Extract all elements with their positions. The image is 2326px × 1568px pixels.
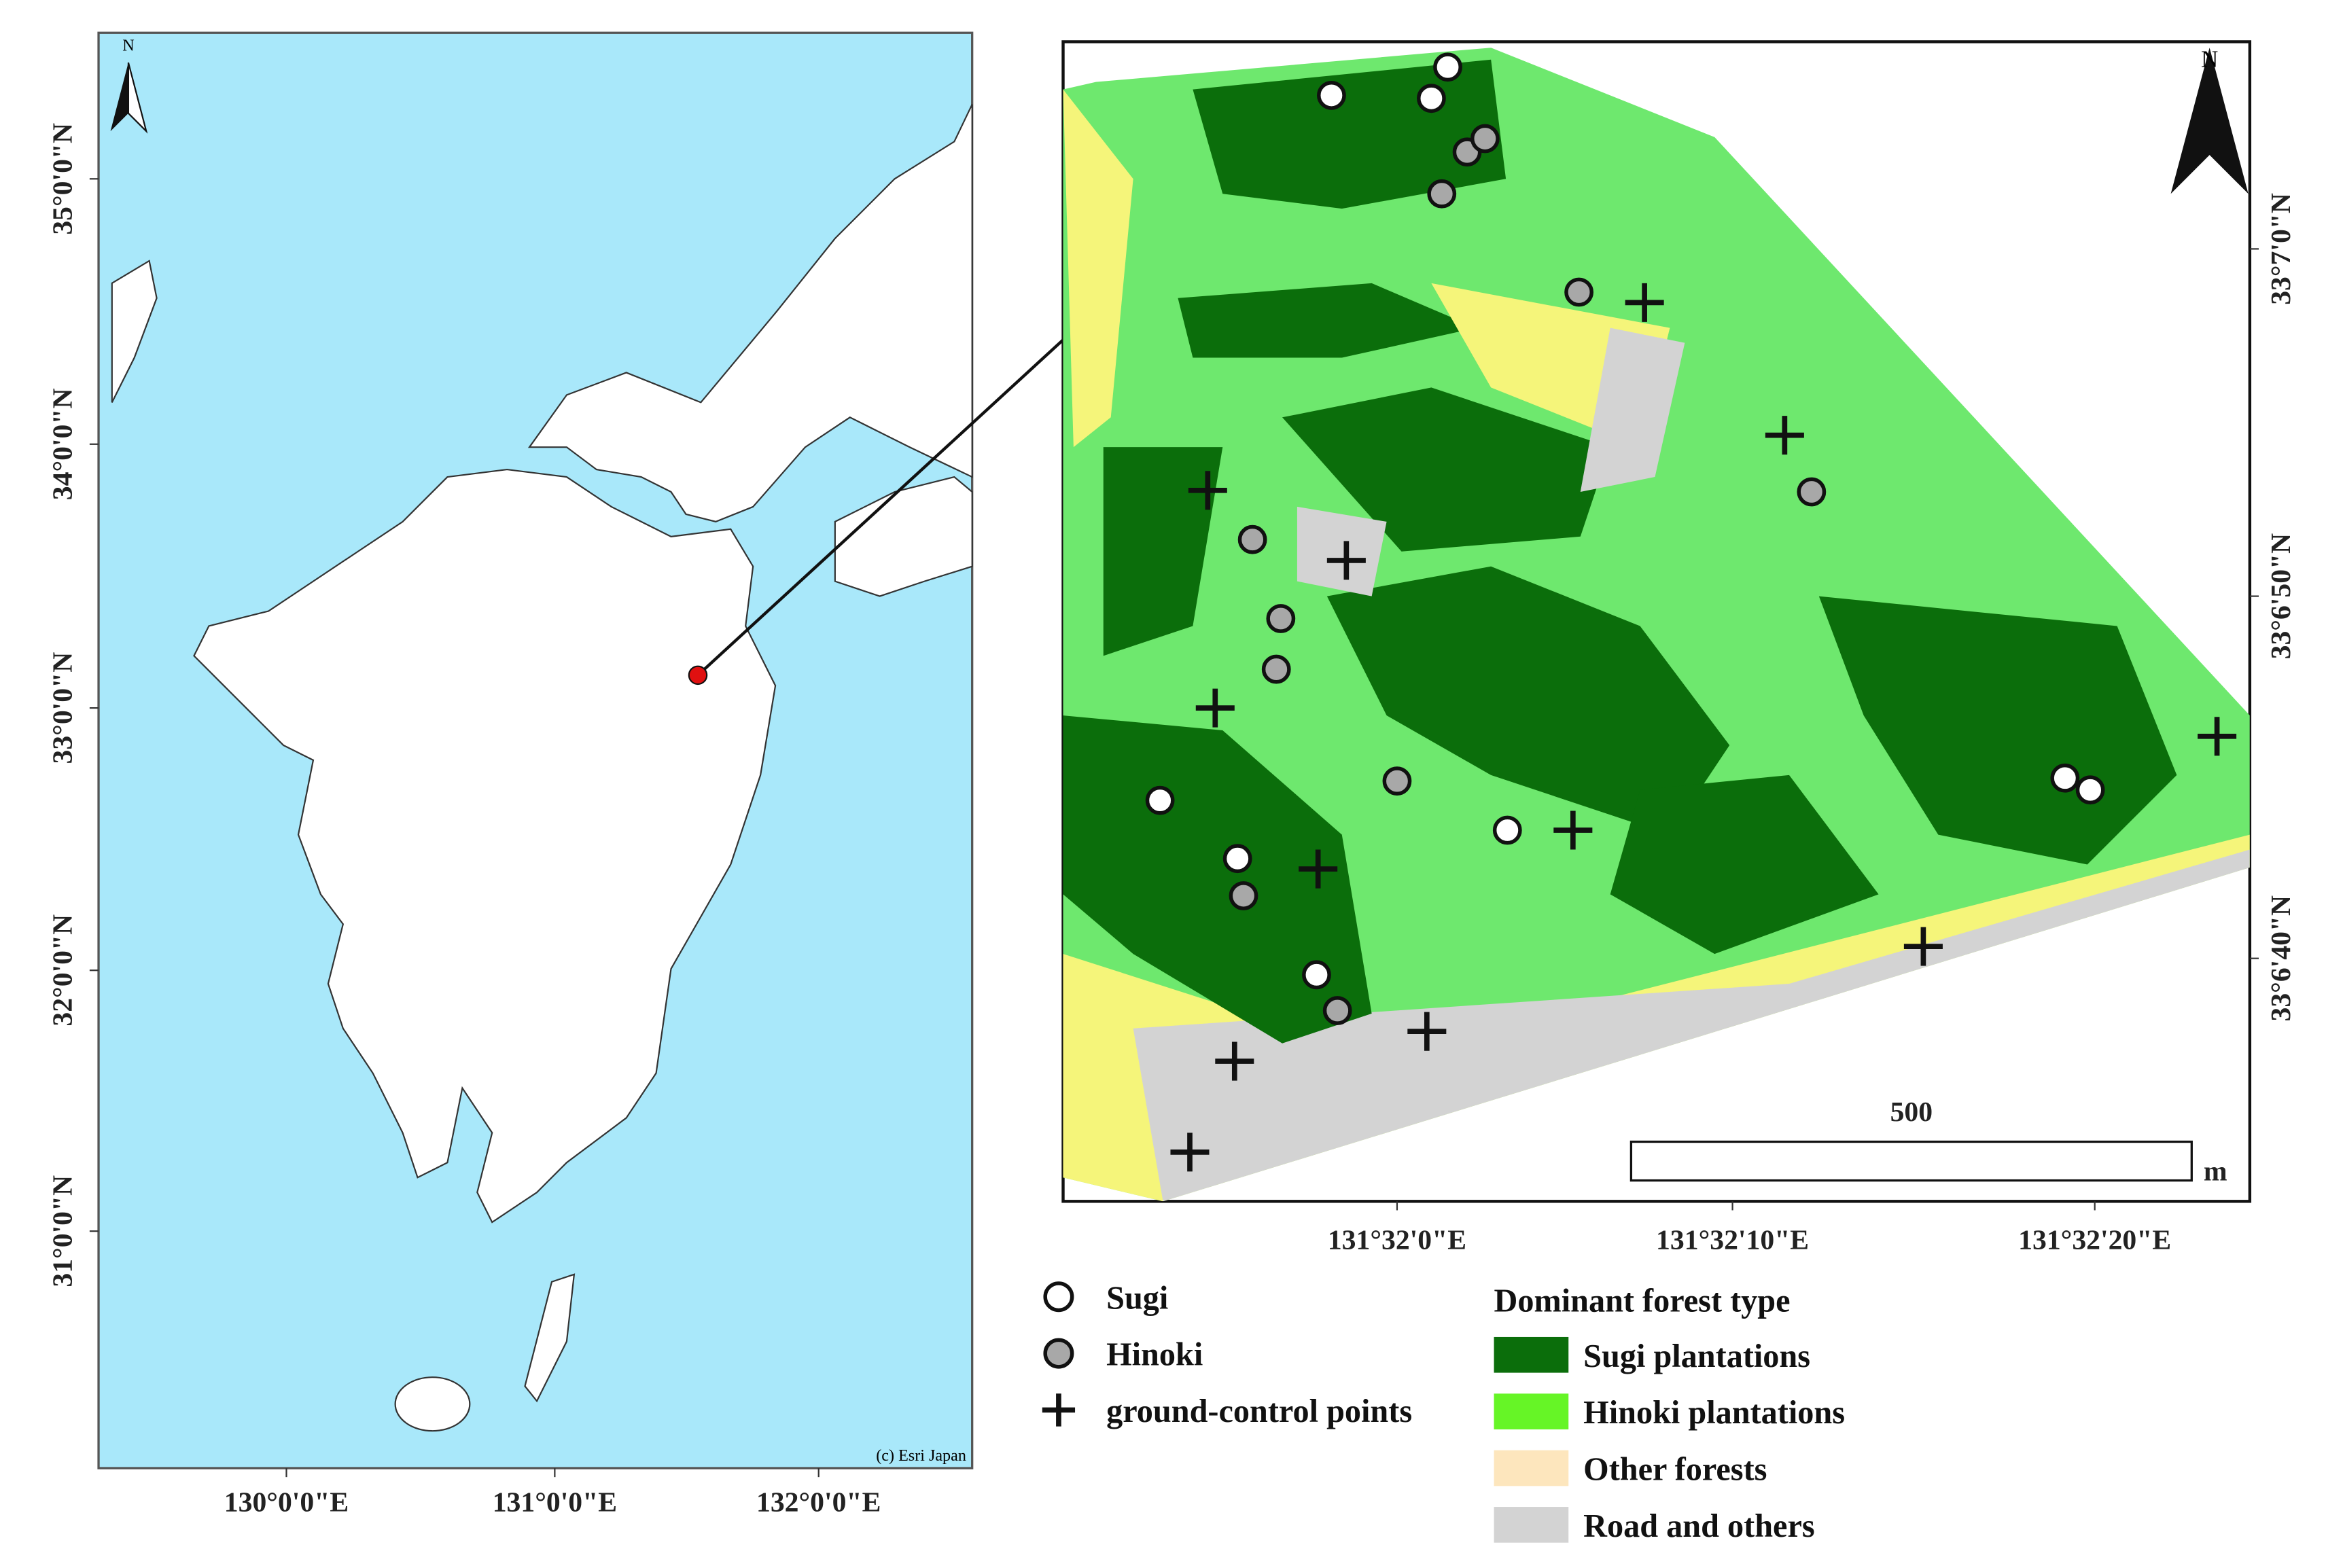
legend-symbol	[1043, 1281, 1074, 1313]
lon-label: 131°32'10"E	[1656, 1225, 1809, 1256]
ground-control-point	[1215, 1041, 1254, 1081]
lat-label: 33°7'0"N	[2266, 193, 2297, 305]
lat-label: 33°6'40"N	[2266, 895, 2297, 1022]
legend-swatch	[1494, 1393, 1569, 1429]
island	[524, 1273, 576, 1403]
kyushu	[193, 468, 777, 1224]
hinoki-point	[1237, 524, 1267, 554]
lat-label: 34°0'0"N	[48, 388, 79, 500]
sugi-point	[2075, 775, 2105, 805]
sugi-point	[1302, 960, 1331, 990]
lat-label: 35°0'0"N	[48, 123, 79, 235]
hinoki-point	[1266, 604, 1296, 633]
lat-label: 31°0'0"N	[48, 1175, 79, 1287]
lon-label: 131°0'0"E	[493, 1487, 617, 1518]
legend-swatch	[1494, 1450, 1569, 1486]
sugi-point	[2050, 763, 2080, 793]
lon-label: 132°0'0"E	[756, 1487, 881, 1518]
legend-swatch	[1494, 1507, 1569, 1543]
sugi-stand	[1178, 283, 1477, 358]
ground-control-point	[1299, 849, 1338, 889]
island	[111, 260, 158, 403]
other-forest	[1063, 89, 1133, 448]
lat-label: 33°0'0"N	[48, 652, 79, 764]
legend-symbol	[1043, 1338, 1074, 1369]
lon-label: 131°32'0"E	[1328, 1225, 1466, 1256]
sugi-point	[1433, 52, 1462, 82]
ground-control-point	[1407, 1012, 1447, 1051]
sugi-stand	[1282, 387, 1610, 552]
hinoki-point	[1564, 277, 1593, 307]
lon-label: 130°0'0"E	[224, 1487, 349, 1518]
road	[1297, 506, 1387, 596]
legend-label: Other forests	[1583, 1452, 1767, 1488]
legend-label: Hinoki	[1106, 1337, 1203, 1373]
hinoki-point	[1229, 881, 1258, 910]
site-map: N 500 m	[1061, 40, 2252, 1203]
north-label: N	[2201, 46, 2218, 73]
lon-label: 131°32'20"E	[2018, 1225, 2171, 1256]
sugi-stand	[1103, 447, 1223, 656]
ground-control-point	[1765, 416, 1804, 455]
honshu	[527, 104, 973, 523]
ground-control-point	[1326, 541, 1366, 580]
ground-control-point	[1188, 471, 1227, 510]
legend: Sugi Hinoki ground-control points Dominant …	[1042, 1280, 1845, 1544]
lat-label: 33°6'50"N	[2266, 533, 2297, 660]
sugi-stand	[1063, 715, 1372, 1044]
legend-label: Hinoki plantations	[1583, 1395, 1845, 1431]
hinoki-point	[1797, 477, 1827, 507]
hinoki-point	[1382, 766, 1412, 796]
legend-label: Sugi plantations	[1583, 1338, 1810, 1374]
sugi-stand	[1610, 774, 1879, 955]
sugi-point	[1222, 844, 1252, 874]
island	[394, 1376, 471, 1432]
legend-label: Road and others	[1583, 1508, 1814, 1544]
hinoki-point	[1261, 654, 1291, 684]
overview-map: N (c) Esri Japan	[97, 31, 1064, 1469]
north-label: N	[122, 37, 134, 55]
sugi-stand	[1326, 566, 1730, 835]
credit: (c) Esri Japan	[876, 1446, 966, 1465]
legend-title: Dominant forest type	[1494, 1283, 1791, 1319]
lat-label: 32°0'0"N	[48, 914, 79, 1027]
sugi-point	[1492, 815, 1522, 845]
legend-label: Sugi	[1106, 1280, 1168, 1316]
shikoku	[834, 476, 973, 597]
hinoki-point	[1322, 996, 1352, 1025]
road	[1580, 327, 1685, 492]
scale-unit: m	[2204, 1156, 2227, 1188]
ground-control-point	[1170, 1133, 1210, 1172]
ground-control-point	[1042, 1393, 1076, 1427]
ground-control-point	[1625, 283, 1664, 322]
scale-label: 500	[1890, 1097, 1933, 1128]
legend-swatch	[1494, 1336, 1569, 1373]
ground-control-point	[1195, 688, 1235, 728]
sugi-point	[1417, 84, 1446, 113]
site-marker	[688, 665, 708, 685]
north-arrow	[2170, 48, 2249, 194]
hinoki-point	[1427, 179, 1457, 209]
sample-points	[1145, 52, 2237, 1172]
legend-label: ground-control points	[1106, 1393, 1412, 1429]
sugi-point	[1317, 81, 1346, 110]
hinoki-point	[1470, 124, 1500, 154]
sugi-point	[1145, 785, 1175, 815]
north-arrow	[127, 62, 148, 134]
ground-control-point	[1903, 927, 1943, 966]
leader-line	[697, 338, 1064, 677]
scale-bar	[1629, 1140, 2193, 1182]
ground-control-point	[2198, 717, 2237, 756]
ground-control-point	[1553, 810, 1593, 850]
